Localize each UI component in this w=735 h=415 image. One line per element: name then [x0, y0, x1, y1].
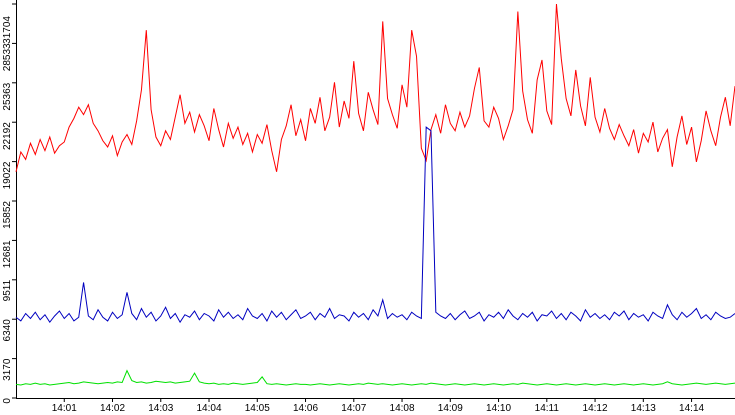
series-line	[15, 126, 735, 324]
x-tick-label: 14:01	[52, 403, 77, 414]
y-tick-label: 22192	[2, 122, 13, 150]
x-tick-label: 14:11	[535, 403, 560, 414]
y-tick-label: 0	[2, 398, 13, 404]
y-tick-label: 15852	[2, 201, 13, 229]
series-line	[15, 369, 735, 386]
y-tick-label: 19022	[2, 161, 13, 189]
x-tick-label: 14:04	[197, 403, 222, 414]
x-tick-label: 14:12	[583, 403, 608, 414]
x-tick-label: 14:10	[486, 403, 511, 414]
x-tick-label: 14:02	[100, 403, 125, 414]
y-tick-label: 9511	[2, 279, 13, 301]
y-tick-label: 3170	[2, 358, 13, 381]
x-tick-label: 14:06	[293, 403, 318, 414]
x-tick-label: 14:05	[245, 403, 270, 414]
x-tick-label: 14:09	[438, 403, 463, 414]
y-tick-label: 6340	[2, 319, 13, 342]
y-tick-label: 28533	[2, 43, 13, 71]
x-tick-label: 14:13	[631, 403, 656, 414]
y-tick-label: 31704	[2, 16, 13, 44]
x-tick-label: 14:08	[390, 403, 415, 414]
x-tick-label: 14:14	[679, 403, 704, 414]
series-line	[15, 4, 735, 172]
y-tick-label: 12681	[2, 240, 13, 268]
x-tick-label: 14:07	[341, 403, 366, 414]
y-tick-label: 25363	[2, 82, 13, 110]
x-tick-label: 14:03	[148, 403, 173, 414]
